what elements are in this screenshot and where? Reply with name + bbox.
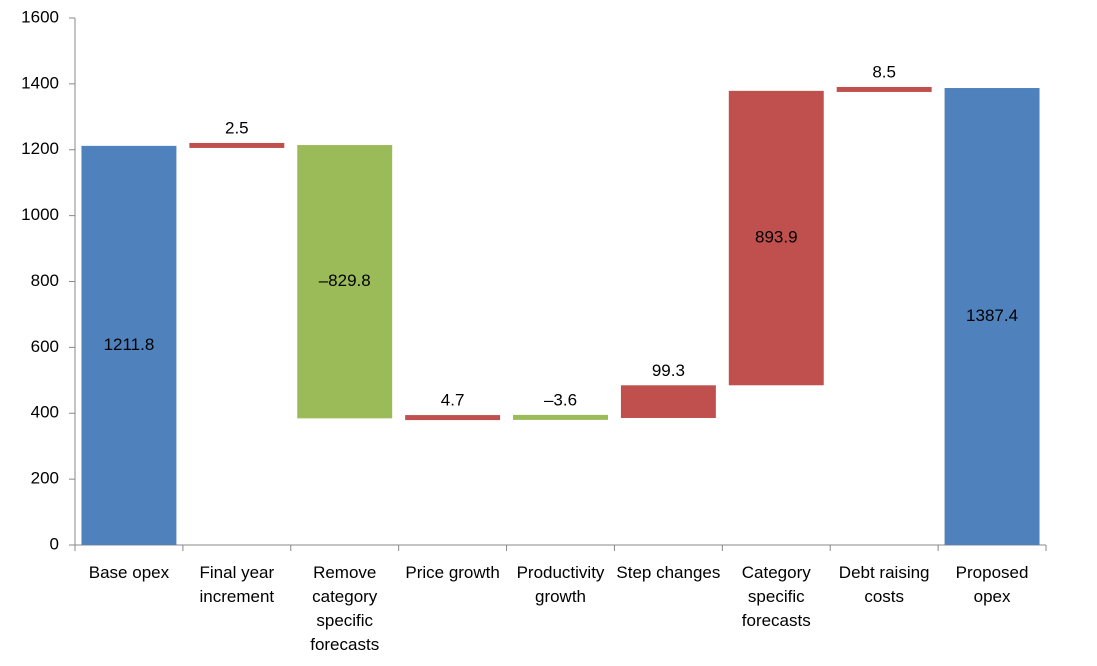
value-label: –829.8: [319, 271, 371, 290]
x-tick-label: Proposed opex: [955, 563, 1029, 606]
y-tick-label: 0: [50, 534, 59, 553]
y-tick-label: 1200: [21, 139, 59, 158]
x-tick-label: Productivity growth: [516, 563, 605, 606]
y-tick-label: 800: [31, 271, 59, 290]
x-tick-label: Debt raising costs: [838, 563, 930, 606]
bar: [297, 145, 393, 419]
x-tick-label: Category specific forecasts: [741, 563, 811, 630]
value-label: 1387.4: [966, 306, 1018, 325]
bar: [513, 414, 608, 420]
value-label: 99.3: [652, 361, 685, 380]
bar: [81, 145, 177, 545]
bar: [944, 88, 1040, 546]
y-tick-label: 1000: [21, 205, 59, 224]
x-tick-label: Final year increment: [199, 563, 275, 606]
x-tick-label: Base opex: [88, 563, 170, 582]
y-tick-label: 1400: [21, 73, 59, 92]
y-tick-label: 200: [31, 469, 59, 488]
value-label: 4.7: [441, 391, 465, 410]
bar: [405, 415, 501, 421]
value-label: 1211.8: [104, 335, 155, 354]
y-tick-label: 600: [31, 337, 59, 356]
value-label: 2.5: [225, 118, 249, 137]
bar: [836, 86, 932, 92]
y-tick-label: 400: [31, 403, 59, 422]
value-label: 8.5: [872, 62, 896, 81]
x-tick-label: Step changes: [616, 563, 721, 582]
x-tick-label: Price growth: [405, 563, 500, 582]
y-tick-label: 1600: [21, 7, 59, 26]
bar: [620, 385, 716, 418]
x-tick-label: Remove category specific forecasts: [310, 563, 380, 654]
value-label: 893.9: [755, 228, 798, 247]
value-label: –3.6: [544, 390, 577, 409]
bar: [728, 90, 824, 386]
bar: [189, 142, 285, 148]
